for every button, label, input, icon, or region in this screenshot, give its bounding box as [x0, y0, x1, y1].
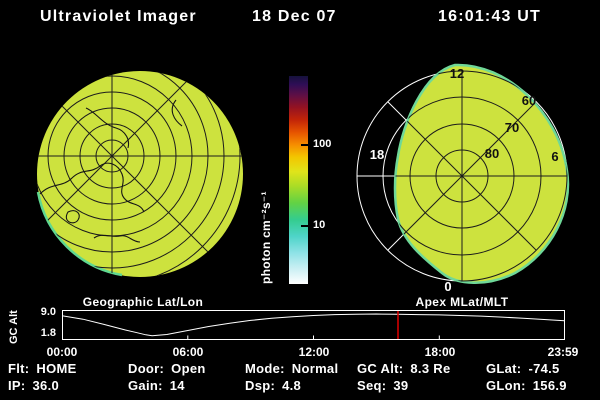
colorbar: [289, 76, 308, 284]
colorbar-tick-10: 10: [313, 219, 326, 231]
time-tick-0600: 06:00: [172, 345, 204, 359]
mlat-label-80: 80: [485, 146, 499, 161]
uv-disk-apex: [393, 63, 570, 284]
time-tick-1200: 12:00: [298, 345, 330, 359]
gcalt-ytick-max: 9.0: [40, 306, 56, 318]
field-label: GC Alt:: [357, 361, 404, 376]
colorbar-tickmark-10: [301, 225, 308, 227]
field-value: 36.0: [32, 378, 60, 393]
field-value: 156.9: [532, 378, 567, 393]
field-label: Door:: [128, 361, 165, 376]
strip-chart-frame: [62, 310, 565, 340]
status-glon: GLon: 156.9: [486, 378, 596, 393]
status-gain: Gain: 14: [128, 378, 245, 393]
status-seq: Seq: 39: [357, 378, 486, 393]
field-value: Normal: [291, 361, 339, 376]
field-value: 39: [393, 378, 409, 393]
time-tick-2359: 23:59: [547, 345, 579, 359]
field-value: Open: [171, 361, 206, 376]
mlt-label-18: 18: [370, 147, 384, 162]
geo-panel-label: Geographic Lat/Lon: [82, 295, 204, 309]
geo-image-panel: [36, 71, 243, 277]
status-mode: Mode: Normal: [245, 361, 357, 376]
field-value: 14: [169, 378, 185, 393]
uv-disk-geo: [37, 71, 243, 277]
status-gcalt: GC Alt: 8.3 Re: [357, 361, 486, 376]
gcalt-strip-chart: [62, 310, 565, 340]
field-label: Flt:: [8, 361, 30, 376]
mlt-label-6: 6: [551, 149, 558, 164]
colorbar-tick-100: 100: [313, 138, 332, 150]
field-label: Gain:: [128, 378, 163, 393]
field-value: 8.3 Re: [410, 361, 451, 376]
status-glat: GLat: -74.5: [486, 361, 596, 376]
status-flt: Flt: HOME: [8, 361, 128, 376]
apex-image-panel: 12 18 6 0 60 70 80: [356, 63, 570, 291]
geo-coastlines: [39, 99, 183, 243]
field-value: HOME: [36, 361, 77, 376]
status-door: Door: Open: [128, 361, 245, 376]
colorbar-tickmark-100: [301, 144, 308, 146]
field-value: -74.5: [528, 361, 560, 376]
mlt-label-12: 12: [450, 66, 464, 81]
geo-latlon-grid: [37, 71, 243, 277]
apex-panel-label: Apex MLat/MLT: [415, 295, 509, 309]
header-date: 18 Dec 07: [252, 8, 337, 25]
gcalt-ytick-min: 1.8: [40, 327, 56, 339]
app-title: Ultraviolet Imager: [40, 8, 197, 25]
status-ip: IP: 36.0: [8, 378, 128, 393]
mlat-label-60: 60: [522, 93, 536, 108]
time-tick-0000: 00:00: [46, 345, 78, 359]
field-label: Seq:: [357, 378, 387, 393]
header-time: 16:01:43 UT: [438, 8, 542, 25]
field-label: GLat:: [486, 361, 522, 376]
field-label: Dsp:: [245, 378, 276, 393]
field-value: 4.8: [282, 378, 302, 393]
field-label: IP:: [8, 378, 26, 393]
strip-x-tickmarks: [62, 335, 565, 340]
colorbar-axis-label: photon cm⁻²s⁻¹: [259, 191, 273, 284]
gc-alt-curve: [62, 313, 565, 337]
time-tick-1800: 18:00: [424, 345, 456, 359]
status-row-2: IP: 36.0 Gain: 14 Dsp: 4.8 Seq: 39 GLon:…: [8, 378, 596, 393]
status-row-1: Flt: HOME Door: Open Mode: Normal GC Alt…: [8, 361, 596, 376]
mlat-label-70: 70: [505, 120, 519, 135]
mlt-label-0: 0: [444, 279, 451, 291]
field-label: GLon:: [486, 378, 526, 393]
disk-edge-glow: [36, 191, 123, 277]
status-dsp: Dsp: 4.8: [245, 378, 357, 393]
gcalt-axis-label: GC Alt: [8, 310, 20, 344]
field-label: Mode:: [245, 361, 285, 376]
